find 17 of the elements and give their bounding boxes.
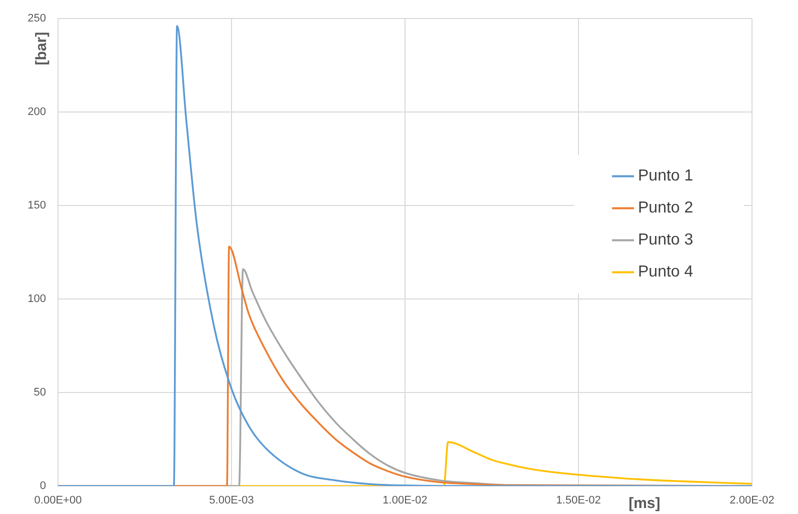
legend-label: Punto 4 [638, 264, 694, 281]
y-tick-label: 50 [34, 386, 46, 399]
y-tick-label: 150 [28, 200, 46, 212]
x-tick-label: 2.00E-02 [730, 494, 774, 507]
x-tick-label: 0.00E+00 [34, 494, 82, 507]
legend-label: Punto 3 [638, 232, 694, 249]
x-axis-title: [ms] [628, 495, 660, 512]
y-tick-label: 250 [28, 12, 46, 25]
y-tick-label: 0 [40, 480, 46, 492]
y-tick-label: 200 [28, 106, 46, 118]
legend-label: Punto 2 [638, 200, 694, 217]
legend-label: Punto 1 [638, 168, 694, 185]
x-tick-label: 5.00E-03 [209, 494, 254, 507]
x-tick-label: 1.00E-02 [382, 494, 428, 507]
x-tick-label: 1.50E-02 [556, 494, 601, 507]
y-axis-title: [bar] [33, 32, 50, 66]
y-tick-label: 100 [28, 293, 46, 306]
